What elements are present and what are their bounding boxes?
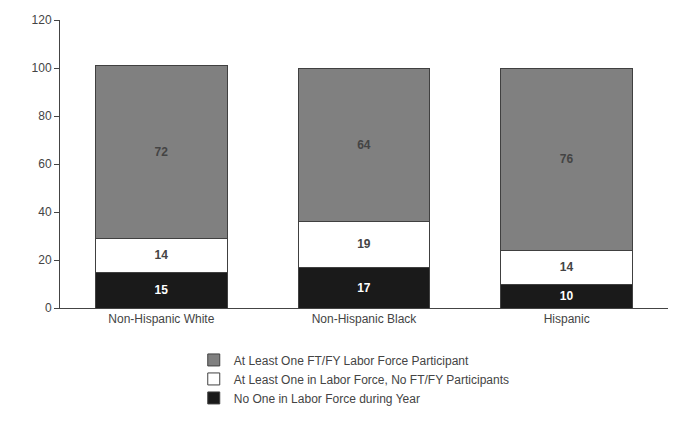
svg-text:Non-Hispanic White: Non-Hispanic White [108,312,214,326]
svg-text:At Least One in Labor Force, N: At Least One in Labor Force, No FT/FY Pa… [234,373,509,387]
svg-text:76: 76 [560,152,574,166]
svg-text:17: 17 [357,281,371,295]
svg-text:Hispanic: Hispanic [544,312,590,326]
svg-text:Non-Hispanic Black: Non-Hispanic Black [312,312,418,326]
svg-text:20: 20 [38,253,52,267]
svg-text:10: 10 [560,289,574,303]
svg-text:60: 60 [38,157,52,171]
svg-text:72: 72 [154,145,168,159]
svg-text:14: 14 [560,260,574,274]
svg-text:120: 120 [32,13,52,27]
svg-text:40: 40 [38,205,52,219]
svg-text:14: 14 [154,248,168,262]
svg-text:No One in Labor Force during Y: No One in Labor Force during Year [234,392,420,406]
svg-text:100: 100 [32,61,52,75]
svg-text:0: 0 [45,301,52,315]
svg-text:15: 15 [154,283,168,297]
svg-text:64: 64 [357,138,371,152]
svg-text:80: 80 [38,109,52,123]
svg-text:At Least One FT/FY Labor Force: At Least One FT/FY Labor Force Participa… [234,354,469,368]
svg-text:19: 19 [357,237,371,251]
